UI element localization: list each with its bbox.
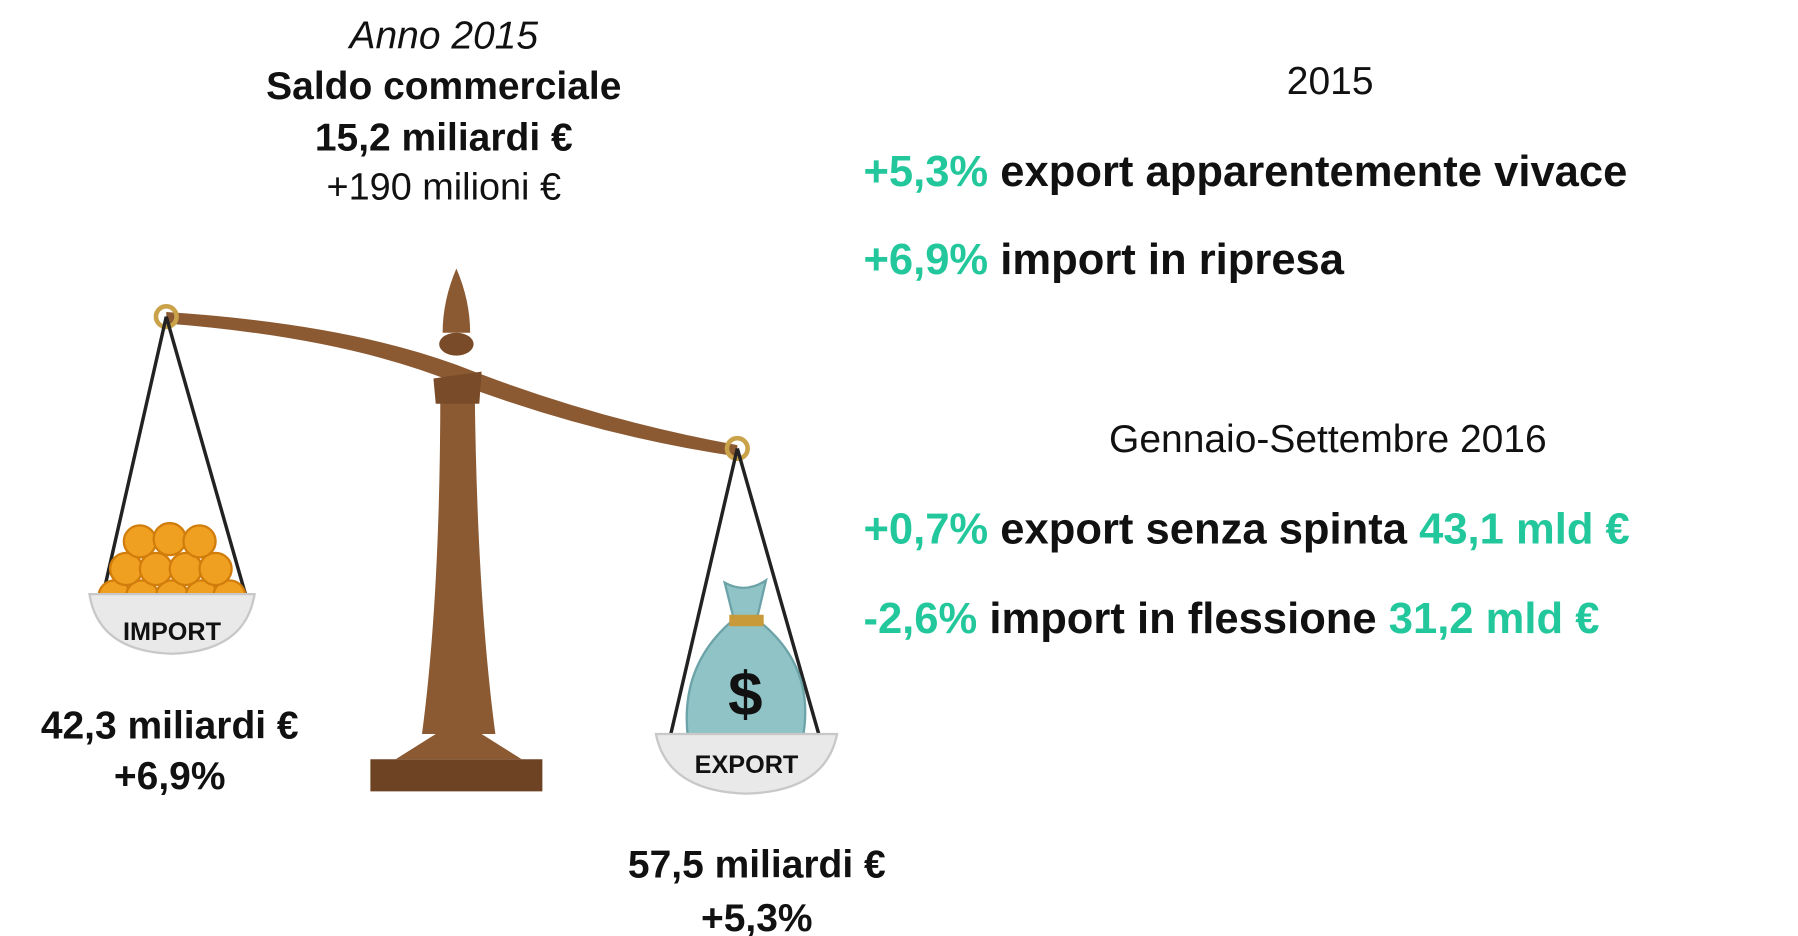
- change: +5,3%: [863, 148, 988, 196]
- export-label: EXPORT: [695, 751, 799, 779]
- import-amount: 42,3 miliardi €: [41, 705, 299, 748]
- summary-line: +6,9% import in ripresa: [863, 236, 1344, 284]
- period: Anno 2015: [348, 14, 539, 57]
- title: Saldo commerciale: [266, 65, 621, 108]
- change: +6,9%: [863, 236, 988, 284]
- infographic: Anno 2015 Saldo commerciale 15,2 miliard…: [0, 0, 1798, 936]
- import-change: +6,9%: [114, 755, 226, 798]
- summary-line: +5,3% export apparentemente vivace: [863, 148, 1627, 196]
- description: import in flessione: [989, 595, 1376, 643]
- summary-line: -2,6% import in flessione 31,2 mld €: [863, 595, 1599, 643]
- balance-change: +190 milioni €: [327, 167, 561, 209]
- amount: 43,1 mld €: [1419, 506, 1630, 554]
- section-heading: Gennaio-Settembre 2016: [1109, 418, 1547, 461]
- amount: 31,2 mld €: [1389, 595, 1600, 643]
- balance: 15,2 miliardi €: [315, 116, 573, 159]
- description: import in ripresa: [1000, 236, 1345, 284]
- summary-line: +0,7% export senza spinta 43,1 mld €: [863, 506, 1629, 554]
- change: +0,7%: [863, 506, 988, 554]
- export-change: +5,3%: [701, 897, 813, 936]
- section-heading: 2015: [1287, 60, 1374, 103]
- description: export senza spinta: [1000, 506, 1407, 554]
- page: {"left_header": {"period": "Anno 2015", …: [0, 0, 1798, 936]
- description: export apparentemente vivace: [1000, 148, 1627, 196]
- export-amount: 57,5 miliardi €: [628, 843, 886, 886]
- import-label: IMPORT: [123, 618, 222, 646]
- change: -2,6%: [863, 595, 977, 643]
- bag-symbol: $: [728, 661, 762, 730]
